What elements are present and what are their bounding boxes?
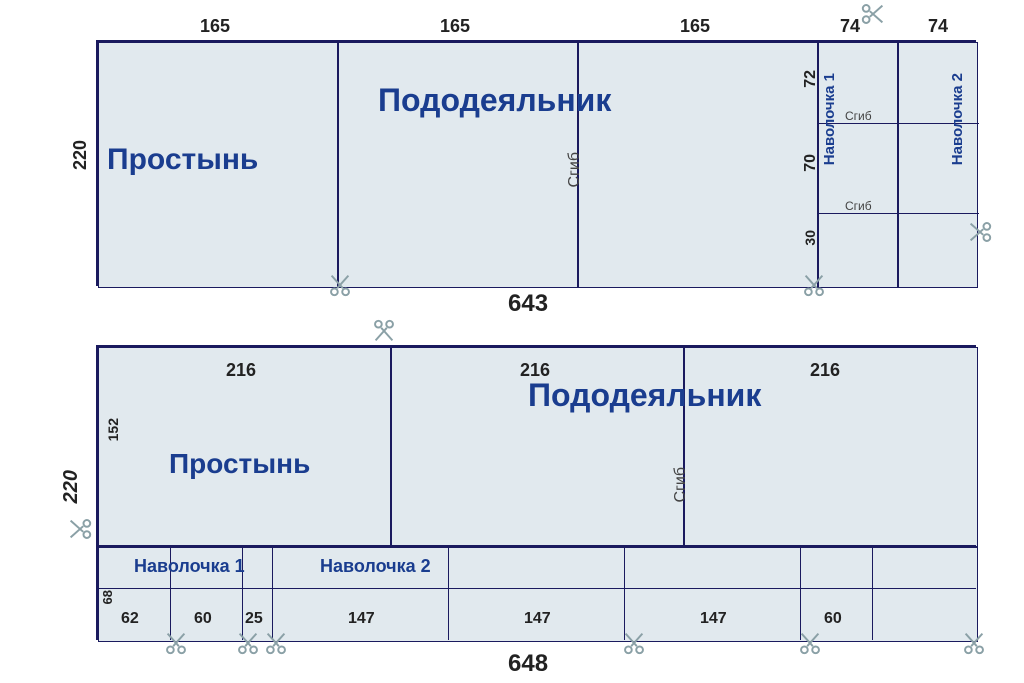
l1-left-h: 220 — [70, 140, 91, 170]
scissors-icon — [162, 628, 190, 656]
l1-r-30: 30 — [802, 230, 818, 246]
l2-lower-dim: 147 — [348, 610, 375, 628]
l2-lower-dim: 147 — [524, 610, 551, 628]
l1-pillow2: Наволочка 2 — [898, 42, 978, 288]
layout2-fabric: 152 Простынь Пододеяльник Сгиб — [96, 345, 976, 640]
l1-duvet-right — [578, 42, 818, 288]
scissors-icon — [65, 515, 93, 543]
l2-duvet-label: Пододеяльник — [528, 377, 761, 414]
l1-r-72: 72 — [802, 70, 820, 88]
layout1-fabric: Простынь Пододеяльник Сгиб Сгиб Сгиб Нав… — [96, 40, 976, 286]
l1-r-70: 70 — [802, 154, 820, 172]
scissors-icon — [965, 218, 993, 246]
l1-duvet-left — [338, 42, 578, 288]
l1-sheet-label: Простынь — [107, 143, 258, 177]
l2-lower-sep — [624, 545, 625, 640]
l2-lower-dim: 60 — [194, 610, 212, 628]
l1-total: 643 — [508, 290, 548, 318]
l1-sheet: Простынь — [98, 42, 338, 288]
l2-left-h: 220 — [60, 470, 83, 503]
scissors-icon — [860, 0, 888, 28]
scissors-icon — [326, 270, 354, 298]
l2-sheet-h: 152 — [105, 418, 121, 441]
l2-lower-sep — [872, 545, 873, 640]
l2-td-0: 216 — [226, 360, 256, 381]
scissors-icon — [370, 318, 398, 346]
scissors-icon — [262, 628, 290, 656]
scissors-icon — [800, 270, 828, 298]
l1-td-1: 165 — [440, 16, 470, 37]
l2-lower-h: 68 — [100, 590, 115, 604]
scissors-icon — [796, 628, 824, 656]
l1-p1-label: Наволочка 1 — [821, 73, 838, 165]
l2-lower-dim: 25 — [245, 610, 263, 628]
scissors-icon — [960, 628, 988, 656]
l1-td-0: 165 — [200, 16, 230, 37]
l1-p2-fold-line — [899, 123, 979, 124]
l1-duvet-fold: Сгиб — [566, 152, 584, 188]
l2-td-1: 216 — [520, 360, 550, 381]
l1-p1-foldtxt2: Сгиб — [845, 199, 872, 213]
l2-lower-sep — [272, 545, 273, 640]
l2-total: 648 — [508, 650, 548, 678]
l2-duvet-fold: Сгиб — [672, 467, 690, 503]
l1-td-4: 74 — [928, 16, 948, 37]
l2-sheet-hline — [96, 545, 976, 546]
l2-pillow1-label: Наволочка 1 — [134, 556, 245, 577]
l1-p1-foldtxt: Сгиб — [845, 109, 872, 123]
l2-sheet-label: Простынь — [169, 448, 310, 480]
l1-p2-label: Наволочка 2 — [949, 73, 966, 165]
l1-pillow1: Сгиб Сгиб Наволочка 1 — [818, 42, 898, 288]
l2-lower-dim: 60 — [824, 610, 842, 628]
l1-td-3: 74 — [840, 16, 860, 37]
l1-p1-split — [819, 213, 899, 214]
l2-td-2: 216 — [810, 360, 840, 381]
scissors-icon — [620, 628, 648, 656]
l2-lower-dim: 147 — [700, 610, 727, 628]
l1-duvet-label: Пододеяльник — [378, 82, 611, 119]
l1-p2-split — [899, 213, 979, 214]
l1-td-2: 165 — [680, 16, 710, 37]
scissors-icon — [234, 628, 262, 656]
l2-lower-sep — [448, 545, 449, 640]
l2-lower-sep — [800, 545, 801, 640]
l2-lower-mid — [96, 588, 976, 589]
l2-pillow2-label: Наволочка 2 — [320, 556, 431, 577]
l2-lower-dim: 62 — [121, 610, 139, 628]
